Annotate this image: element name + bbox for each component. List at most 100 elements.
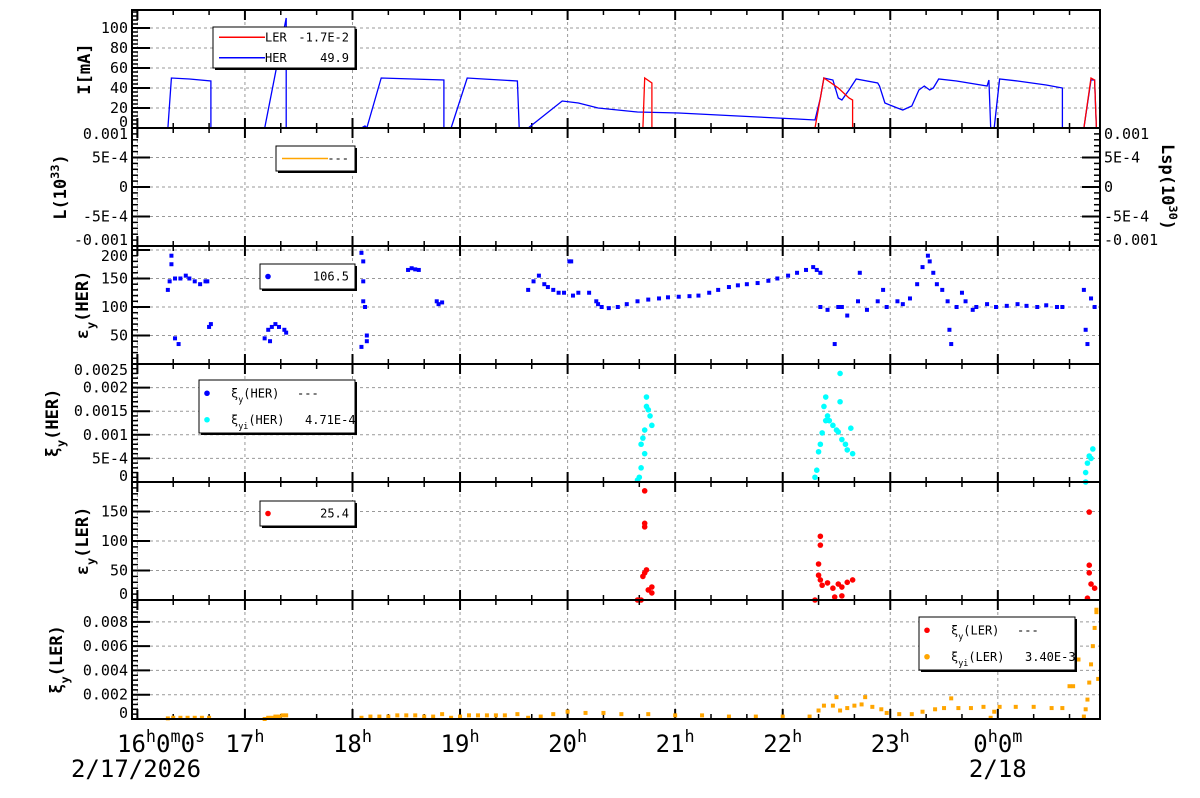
data-point bbox=[849, 577, 856, 583]
y-tick-label-right: -5E-4 bbox=[1104, 208, 1149, 226]
text-part: (LER) bbox=[968, 650, 1004, 664]
y-tick-label: 150 bbox=[101, 503, 128, 521]
series-LER bbox=[132, 76, 1100, 129]
data-point bbox=[884, 304, 889, 309]
data-point bbox=[933, 707, 938, 712]
data-point bbox=[207, 715, 212, 720]
data-point bbox=[927, 259, 932, 264]
data-point bbox=[985, 302, 990, 307]
data-point bbox=[825, 307, 830, 312]
data-point bbox=[1086, 509, 1093, 515]
legend-label: ξy(LER) bbox=[951, 623, 999, 641]
data-point bbox=[198, 282, 203, 287]
data-point bbox=[963, 299, 968, 304]
data-point bbox=[1081, 714, 1086, 719]
data-point bbox=[845, 313, 850, 318]
data-point bbox=[551, 287, 556, 292]
x-date-label: 2/17/2026 bbox=[71, 755, 201, 783]
data-point bbox=[615, 304, 620, 309]
data-point bbox=[280, 713, 285, 718]
x-tick-label: 19h bbox=[441, 726, 480, 758]
data-point bbox=[817, 542, 824, 548]
data-point bbox=[587, 290, 592, 295]
data-point bbox=[531, 279, 536, 284]
data-point bbox=[1049, 706, 1054, 711]
data-point bbox=[551, 712, 556, 717]
data-point bbox=[804, 267, 809, 272]
data-point bbox=[716, 287, 721, 292]
panel-2: 0.001 5E-4 0 -5E-4 -0.001 0.001 5E-4 0 -5E-4 -0.0… bbox=[48, 125, 1180, 249]
data-point bbox=[643, 394, 650, 400]
data-point bbox=[1044, 303, 1049, 308]
y-tick-label: 0.006 bbox=[83, 637, 128, 655]
data-point bbox=[859, 702, 864, 707]
data-point bbox=[641, 524, 648, 530]
y-tick-label: -0.001 bbox=[74, 231, 128, 249]
data-point bbox=[988, 715, 993, 720]
data-point bbox=[852, 703, 857, 708]
data-point bbox=[881, 287, 886, 292]
series-ξyi(HER) bbox=[634, 370, 1096, 485]
data-point bbox=[775, 276, 780, 281]
data-point bbox=[1082, 469, 1089, 476]
data-point bbox=[185, 715, 190, 720]
data-point bbox=[601, 710, 606, 715]
data-point bbox=[839, 436, 845, 443]
data-point bbox=[992, 709, 997, 714]
data-point bbox=[1088, 455, 1094, 462]
y-tick-label: 50 bbox=[110, 562, 128, 580]
data-point bbox=[641, 450, 648, 457]
data-point bbox=[974, 304, 979, 309]
y-axis-label: εy(LER) bbox=[73, 507, 98, 576]
data-point bbox=[818, 270, 823, 275]
data-point bbox=[835, 429, 842, 435]
data-point bbox=[839, 304, 844, 309]
data-point bbox=[266, 327, 271, 332]
data-point bbox=[875, 299, 880, 304]
data-point bbox=[884, 710, 889, 715]
legend-value: -1.7E-2 bbox=[298, 30, 349, 44]
data-point bbox=[959, 290, 964, 295]
data-point bbox=[192, 715, 197, 720]
data-point bbox=[844, 579, 851, 586]
y-axis-label: L(1033) bbox=[48, 154, 71, 220]
data-point bbox=[273, 322, 278, 327]
y-tick-label: -5E-4 bbox=[83, 208, 128, 226]
data-point bbox=[282, 327, 287, 332]
series-0 bbox=[634, 488, 1098, 603]
y-tick-label: 0 bbox=[119, 178, 128, 196]
y-tick-label: 0.0025 bbox=[74, 361, 128, 379]
data-point bbox=[409, 266, 414, 271]
data-point bbox=[599, 304, 604, 309]
data-point bbox=[997, 704, 1002, 709]
text-part: ξ bbox=[951, 650, 958, 664]
data-point bbox=[744, 282, 749, 287]
data-point bbox=[830, 703, 835, 708]
data-point bbox=[406, 267, 411, 272]
y-tick-label: 50 bbox=[110, 326, 128, 344]
data-point bbox=[954, 304, 959, 309]
data-point bbox=[284, 713, 289, 718]
data-point bbox=[863, 695, 868, 700]
subscript: y bbox=[958, 631, 963, 641]
data-point bbox=[981, 704, 986, 709]
y-tick-label: 0.002 bbox=[83, 379, 128, 397]
legend-dot-marker bbox=[204, 416, 210, 423]
y-tick-label: 0 bbox=[119, 585, 128, 603]
data-point bbox=[565, 709, 570, 714]
superscript: h bbox=[685, 726, 695, 746]
legend-label: ξy(HER) bbox=[231, 386, 279, 404]
y-tick-label: 0 bbox=[119, 113, 128, 131]
data-point bbox=[817, 533, 824, 540]
data-point bbox=[1092, 625, 1097, 630]
data-point bbox=[562, 290, 567, 295]
y-tick-label: 200 bbox=[101, 247, 128, 265]
y-tick-label: 5E-4 bbox=[92, 449, 128, 467]
legend-label: LER bbox=[265, 30, 287, 44]
data-point bbox=[359, 715, 364, 720]
data-point bbox=[657, 296, 662, 301]
text-part: ε bbox=[73, 329, 93, 339]
data-point bbox=[266, 715, 271, 720]
